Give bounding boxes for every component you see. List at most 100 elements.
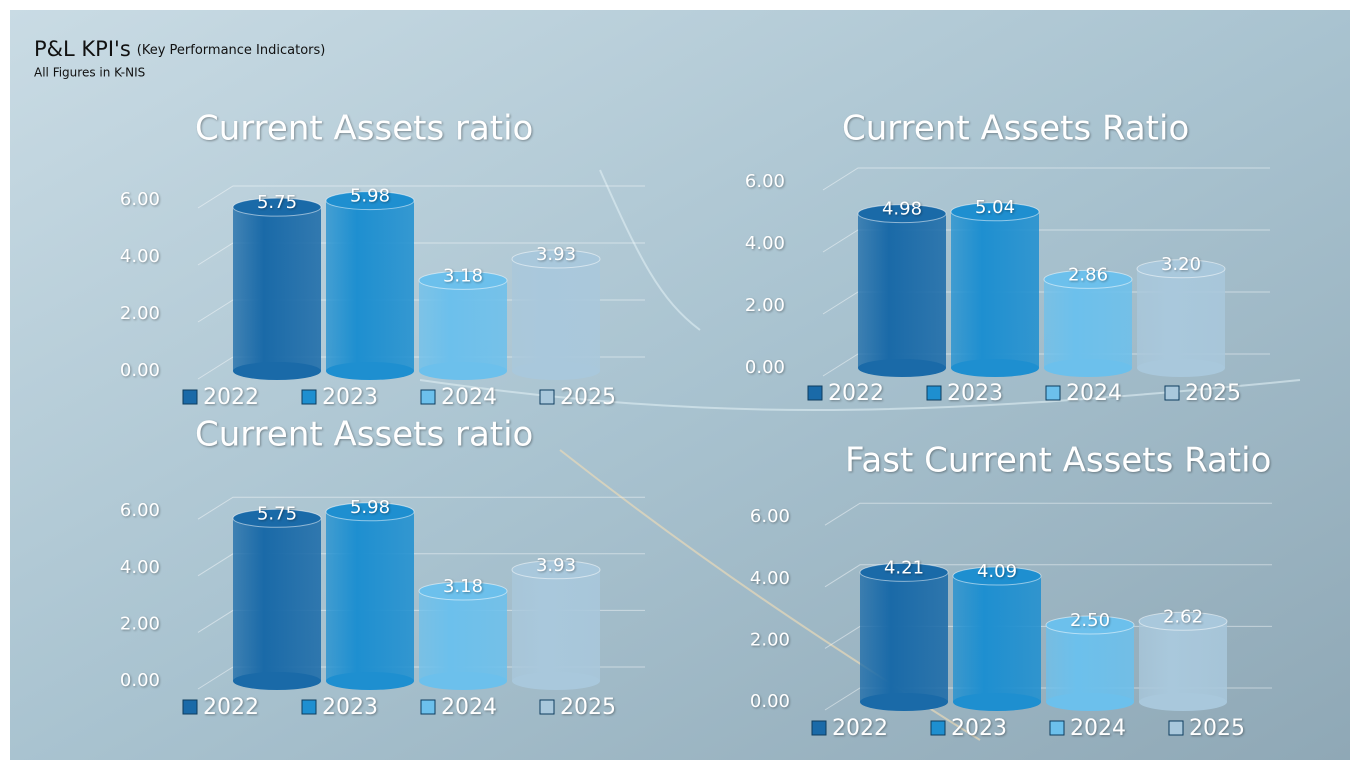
legend-marker (1050, 721, 1064, 735)
legend-marker (1165, 386, 1179, 400)
value-label: 3.18 (443, 265, 483, 286)
legend-marker (931, 721, 945, 735)
legend-marker (421, 700, 435, 714)
legend-label: 2024 (1070, 716, 1126, 741)
bar (1137, 269, 1225, 368)
y-tick-label: 6.00 (120, 500, 160, 521)
value-label: 3.18 (443, 576, 483, 597)
legend-label: 2022 (832, 716, 888, 741)
bar (233, 518, 321, 681)
legend-marker (1169, 721, 1183, 735)
bar-bottom (326, 672, 414, 690)
value-label: 4.21 (884, 557, 924, 578)
y-tick-label: 4.00 (745, 233, 785, 254)
value-label: 5.75 (257, 192, 297, 213)
bar (1139, 621, 1227, 702)
legend-label: 2025 (1189, 716, 1245, 741)
y-tick-label: 2.00 (745, 295, 785, 316)
y-tick-label: 0.00 (120, 360, 160, 381)
bar (860, 572, 948, 702)
bar (953, 576, 1041, 702)
bar-bottom (1137, 359, 1225, 377)
y-tick-label: 6.00 (120, 189, 160, 210)
chart-title: Current Assets ratio (195, 415, 533, 455)
page: P&L KPI's (Key Performance Indicators) Al… (0, 0, 1359, 769)
legend-marker (302, 700, 316, 714)
y-tick-label: 0.00 (120, 670, 160, 691)
value-label: 2.62 (1163, 606, 1203, 627)
legend-label: 2022 (203, 695, 259, 720)
header-note: All Figures in K-NIS (34, 66, 145, 80)
legend-label: 2023 (947, 381, 1003, 406)
value-label: 5.98 (350, 497, 390, 518)
legend-label: 2024 (441, 695, 497, 720)
y-tick-label: 2.00 (750, 629, 790, 650)
legend-marker (183, 390, 197, 404)
bar-bottom (419, 672, 507, 690)
y-tick-label: 0.00 (750, 691, 790, 712)
bar-bottom (419, 362, 507, 380)
value-label: 3.93 (536, 555, 576, 576)
bar-bottom (1046, 693, 1134, 711)
legend-label: 2023 (951, 716, 1007, 741)
bar-bottom (233, 672, 321, 690)
bar (419, 591, 507, 681)
bar (326, 512, 414, 681)
legend-label: 2024 (441, 385, 497, 410)
legend-label: 2024 (1066, 381, 1122, 406)
legend-marker (540, 700, 554, 714)
bar (1044, 279, 1132, 368)
bar-bottom (860, 693, 948, 711)
chart-title: Current Assets ratio (195, 109, 533, 149)
bar-bottom (953, 693, 1041, 711)
bar-bottom (858, 359, 946, 377)
value-label: 3.93 (536, 244, 576, 265)
bar-bottom (951, 359, 1039, 377)
y-tick-label: 2.00 (120, 613, 160, 634)
bar (512, 570, 600, 681)
legend-marker (302, 390, 316, 404)
y-tick-label: 0.00 (745, 357, 785, 378)
dashboard: P&L KPI's (Key Performance Indicators) Al… (0, 0, 1359, 769)
value-label: 5.98 (350, 186, 390, 207)
bar (326, 201, 414, 371)
value-label: 3.20 (1161, 254, 1201, 275)
bar (419, 280, 507, 371)
value-label: 5.75 (257, 503, 297, 524)
value-label: 2.86 (1068, 264, 1108, 285)
bar-bottom (1044, 359, 1132, 377)
header-title: P&L KPI's (34, 37, 131, 61)
legend-marker (812, 721, 826, 735)
legend-marker (927, 386, 941, 400)
bar (1046, 625, 1134, 702)
legend-label: 2025 (560, 695, 616, 720)
bar (512, 259, 600, 371)
y-tick-label: 4.00 (120, 557, 160, 578)
y-tick-label: 4.00 (120, 246, 160, 267)
bar-bottom (512, 362, 600, 380)
bar-bottom (512, 672, 600, 690)
y-tick-label: 6.00 (750, 506, 790, 527)
chart-title: Current Assets Ratio (842, 109, 1189, 149)
y-tick-label: 4.00 (750, 568, 790, 589)
legend-label: 2023 (322, 385, 378, 410)
header-subtitle: (Key Performance Indicators) (137, 43, 326, 58)
value-label: 2.50 (1070, 610, 1110, 631)
bar (233, 207, 321, 371)
legend-marker (808, 386, 822, 400)
value-label: 4.98 (882, 199, 922, 220)
y-tick-label: 2.00 (120, 303, 160, 324)
legend-label: 2023 (322, 695, 378, 720)
value-label: 4.09 (977, 561, 1017, 582)
value-label: 5.04 (975, 197, 1015, 218)
legend-marker (1046, 386, 1060, 400)
legend-marker (421, 390, 435, 404)
bar (858, 214, 946, 368)
bar-bottom (1139, 693, 1227, 711)
bar-bottom (233, 362, 321, 380)
legend-label: 2022 (203, 385, 259, 410)
legend-label: 2025 (1185, 381, 1241, 406)
y-tick-label: 6.00 (745, 171, 785, 192)
legend-marker (183, 700, 197, 714)
legend-marker (540, 390, 554, 404)
